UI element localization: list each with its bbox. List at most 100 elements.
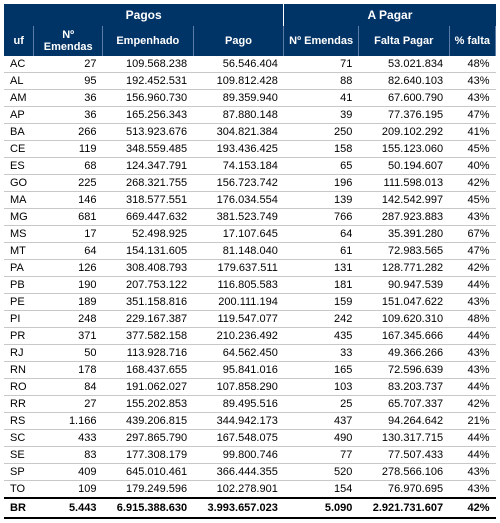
- cell-emp: 6.915.388.630: [102, 498, 193, 518]
- cell-emp: 439.206.815: [102, 413, 193, 430]
- cell-falta: 77.376.195: [358, 107, 449, 124]
- table-row: PR371377.582.158210.236.492435167.345.66…: [4, 328, 496, 345]
- cell-ne1: 36: [34, 90, 103, 107]
- cell-pago: 109.812.428: [193, 73, 284, 90]
- table-row: PA126308.408.793179.637.511131128.771.28…: [4, 260, 496, 277]
- cell-falta: 130.317.715: [358, 430, 449, 447]
- cell-ne1: 248: [34, 311, 103, 328]
- cell-falta: 76.970.695: [358, 481, 449, 499]
- cell-emp: 297.865.790: [102, 430, 193, 447]
- cell-ne2: 33: [284, 345, 359, 362]
- cell-pago: 74.153.184: [193, 158, 284, 175]
- table-row: MA146318.577.551176.034.554139142.542.99…: [4, 192, 496, 209]
- table-row: RR27155.202.85389.495.5162565.707.33742%: [4, 396, 496, 413]
- table-row: GO225268.321.755156.723.742196111.598.01…: [4, 175, 496, 192]
- cell-ne2: 88: [284, 73, 359, 90]
- cell-emp: 168.437.655: [102, 362, 193, 379]
- cell-uf: ES: [4, 158, 34, 175]
- cell-ne2: 77: [284, 447, 359, 464]
- table-row: SC433297.865.790167.548.075490130.317.71…: [4, 430, 496, 447]
- cell-falta: 72.983.565: [358, 243, 449, 260]
- cell-falta: 82.640.103: [358, 73, 449, 90]
- col-nemendas-1: Nº Emendas: [34, 26, 103, 56]
- cell-pct: 48%: [449, 311, 495, 328]
- cell-pct: 44%: [449, 379, 495, 396]
- cell-pct: 43%: [449, 345, 495, 362]
- cell-emp: 207.753.122: [102, 277, 193, 294]
- cell-falta: 142.542.997: [358, 192, 449, 209]
- cell-falta: 2.921.731.607: [358, 498, 449, 518]
- cell-ne1: 146: [34, 192, 103, 209]
- cell-pago: 366.444.355: [193, 464, 284, 481]
- cell-pct: 41%: [449, 124, 495, 141]
- cell-emp: 229.167.387: [102, 311, 193, 328]
- cell-emp: 669.447.632: [102, 209, 193, 226]
- cell-uf: RS: [4, 413, 34, 430]
- cell-emp: 645.010.461: [102, 464, 193, 481]
- cell-pct: 44%: [449, 447, 495, 464]
- cell-pago: 381.523.749: [193, 209, 284, 226]
- cell-pago: 193.436.425: [193, 141, 284, 158]
- cell-falta: 35.391.280: [358, 226, 449, 243]
- cell-falta: 53.021.834: [358, 56, 449, 73]
- cell-pct: 40%: [449, 158, 495, 175]
- cell-pct: 43%: [449, 464, 495, 481]
- cell-emp: 308.408.793: [102, 260, 193, 277]
- cell-ne1: 266: [34, 124, 103, 141]
- cell-pct: 43%: [449, 90, 495, 107]
- header-group-row: Pagos A Pagar: [4, 4, 496, 26]
- col-empenhado: Empenhado: [102, 26, 193, 56]
- cell-emp: 192.452.531: [102, 73, 193, 90]
- cell-emp: 377.582.158: [102, 328, 193, 345]
- cell-emp: 177.308.179: [102, 447, 193, 464]
- cell-ne2: 242: [284, 311, 359, 328]
- cell-pago: 56.546.404: [193, 56, 284, 73]
- col-pago: Pago: [193, 26, 284, 56]
- cell-pago: 200.111.194: [193, 294, 284, 311]
- cell-emp: 52.498.925: [102, 226, 193, 243]
- cell-ne2: 71: [284, 56, 359, 73]
- cell-ne2: 5.090: [284, 498, 359, 518]
- cell-pago: 89.495.516: [193, 396, 284, 413]
- cell-falta: 83.203.737: [358, 379, 449, 396]
- cell-ne1: 5.443: [34, 498, 103, 518]
- cell-uf: RN: [4, 362, 34, 379]
- col-uf: uf: [4, 26, 34, 56]
- cell-pago: 176.034.554: [193, 192, 284, 209]
- cell-pct: 43%: [449, 362, 495, 379]
- cell-ne1: 119: [34, 141, 103, 158]
- cell-pago: 3.993.657.023: [193, 498, 284, 518]
- cell-emp: 156.960.730: [102, 90, 193, 107]
- cell-pago: 304.821.384: [193, 124, 284, 141]
- table-row-total: BR5.4436.915.388.6303.993.657.0235.0902.…: [4, 498, 496, 518]
- cell-pct: 48%: [449, 56, 495, 73]
- table-row: AL95192.452.531109.812.4288882.640.10343…: [4, 73, 496, 90]
- cell-ne1: 225: [34, 175, 103, 192]
- cell-ne2: 165: [284, 362, 359, 379]
- cell-uf: PE: [4, 294, 34, 311]
- cell-pago: 64.562.450: [193, 345, 284, 362]
- cell-uf: RJ: [4, 345, 34, 362]
- cell-uf: GO: [4, 175, 34, 192]
- cell-pct: 42%: [449, 260, 495, 277]
- table-row: PI248229.167.387119.547.077242109.620.31…: [4, 311, 496, 328]
- cell-pago: 344.942.173: [193, 413, 284, 430]
- cell-ne1: 371: [34, 328, 103, 345]
- cell-uf: MA: [4, 192, 34, 209]
- cell-ne2: 131: [284, 260, 359, 277]
- cell-falta: 287.923.883: [358, 209, 449, 226]
- cell-pct: 44%: [449, 277, 495, 294]
- cell-falta: 72.596.639: [358, 362, 449, 379]
- cell-pct: 42%: [449, 175, 495, 192]
- table-row: PE189351.158.816200.111.194159151.047.62…: [4, 294, 496, 311]
- cell-pago: 17.107.645: [193, 226, 284, 243]
- cell-falta: 90.947.539: [358, 277, 449, 294]
- cell-ne1: 1.166: [34, 413, 103, 430]
- cell-uf: BA: [4, 124, 34, 141]
- cell-ne2: 490: [284, 430, 359, 447]
- cell-emp: 318.577.551: [102, 192, 193, 209]
- col-pct-falta: % falta: [449, 26, 495, 56]
- cell-pct: 47%: [449, 107, 495, 124]
- cell-ne1: 64: [34, 243, 103, 260]
- cell-emp: 109.568.238: [102, 56, 193, 73]
